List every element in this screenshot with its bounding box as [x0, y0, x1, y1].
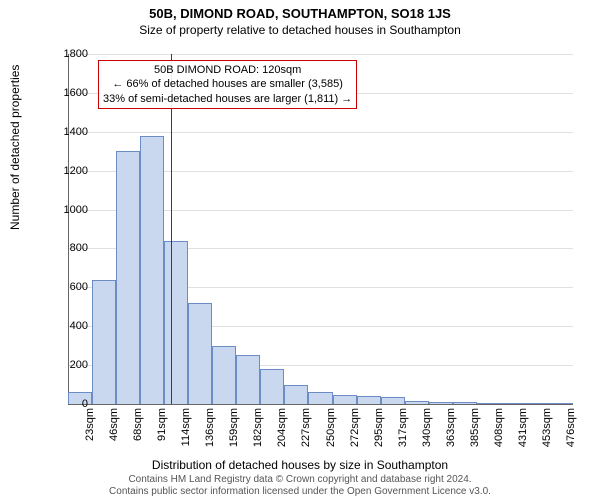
histogram-bar [525, 403, 549, 404]
x-tick-label: 23sqm [84, 408, 96, 441]
annotation-box: 50B DIMOND ROAD: 120sqm← 66% of detached… [98, 60, 357, 109]
histogram-bar [188, 303, 212, 404]
y-tick-label: 1200 [48, 165, 88, 177]
x-tick-label: 68sqm [132, 408, 144, 441]
histogram-bar [164, 241, 188, 404]
y-axis-label: Number of detached properties [8, 65, 22, 230]
y-axis-line [68, 54, 69, 404]
x-tick-label: 136sqm [204, 408, 216, 447]
histogram-bar [260, 369, 284, 404]
footer-line-2: Contains public sector information licen… [0, 486, 600, 498]
annotation-line-2: ← 66% of detached houses are smaller (3,… [103, 77, 352, 91]
y-tick-label: 1800 [48, 48, 88, 60]
histogram-bar [381, 397, 405, 404]
chart-subtitle: Size of property relative to detached ho… [0, 21, 600, 37]
x-tick-label: 340sqm [421, 408, 433, 447]
x-tick-label: 204sqm [276, 408, 288, 447]
histogram-bar [236, 355, 260, 404]
y-tick-label: 400 [48, 320, 88, 332]
histogram-bar [284, 385, 308, 404]
x-tick-label: 385sqm [469, 408, 481, 447]
x-tick-label: 159sqm [228, 408, 240, 447]
histogram-bar [92, 280, 116, 404]
y-tick-label: 800 [48, 242, 88, 254]
annotation-line-3: 33% of semi-detached houses are larger (… [103, 92, 352, 106]
annotation-line-1: 50B DIMOND ROAD: 120sqm [103, 63, 352, 77]
x-tick-label: 317sqm [397, 408, 409, 447]
gridline [68, 132, 573, 133]
footer-attribution: Contains HM Land Registry data © Crown c… [0, 474, 600, 498]
x-axis-line [68, 404, 573, 405]
footer-line-1: Contains HM Land Registry data © Crown c… [0, 474, 600, 486]
histogram-bar [140, 136, 164, 404]
x-tick-label: 114sqm [180, 408, 192, 446]
x-tick-label: 182sqm [252, 408, 264, 447]
histogram-bar [405, 401, 429, 404]
x-tick-label: 408sqm [493, 408, 505, 447]
histogram-bar [333, 395, 357, 404]
x-tick-label: 295sqm [373, 408, 385, 447]
x-tick-label: 363sqm [445, 408, 457, 447]
plot-area: 50B DIMOND ROAD: 120sqm← 66% of detached… [68, 54, 573, 404]
y-tick-label: 1400 [48, 126, 88, 138]
chart-container: 50B, DIMOND ROAD, SOUTHAMPTON, SO18 1JS … [0, 0, 600, 500]
x-tick-label: 476sqm [565, 408, 577, 447]
histogram-bar [357, 396, 381, 404]
histogram-bar [116, 151, 140, 404]
y-tick-label: 600 [48, 281, 88, 293]
x-tick-label: 46sqm [108, 408, 120, 441]
y-tick-label: 1600 [48, 87, 88, 99]
histogram-bar [549, 403, 573, 404]
histogram-bar [501, 403, 525, 404]
x-tick-label: 431sqm [517, 408, 529, 447]
x-tick-label: 453sqm [541, 408, 553, 447]
histogram-bar [212, 346, 236, 404]
histogram-bar [308, 392, 332, 404]
y-tick-label: 0 [48, 398, 88, 410]
x-tick-label: 250sqm [325, 408, 337, 447]
x-tick-label: 91sqm [156, 408, 168, 441]
histogram-bar [453, 402, 477, 404]
x-tick-label: 227sqm [300, 408, 312, 447]
gridline [68, 54, 573, 55]
y-tick-label: 1000 [48, 204, 88, 216]
chart-title: 50B, DIMOND ROAD, SOUTHAMPTON, SO18 1JS [0, 0, 600, 21]
x-axis-label: Distribution of detached houses by size … [0, 458, 600, 472]
y-tick-label: 200 [48, 359, 88, 371]
histogram-bar [477, 403, 501, 404]
x-tick-label: 272sqm [349, 408, 361, 447]
histogram-bar [429, 402, 453, 404]
